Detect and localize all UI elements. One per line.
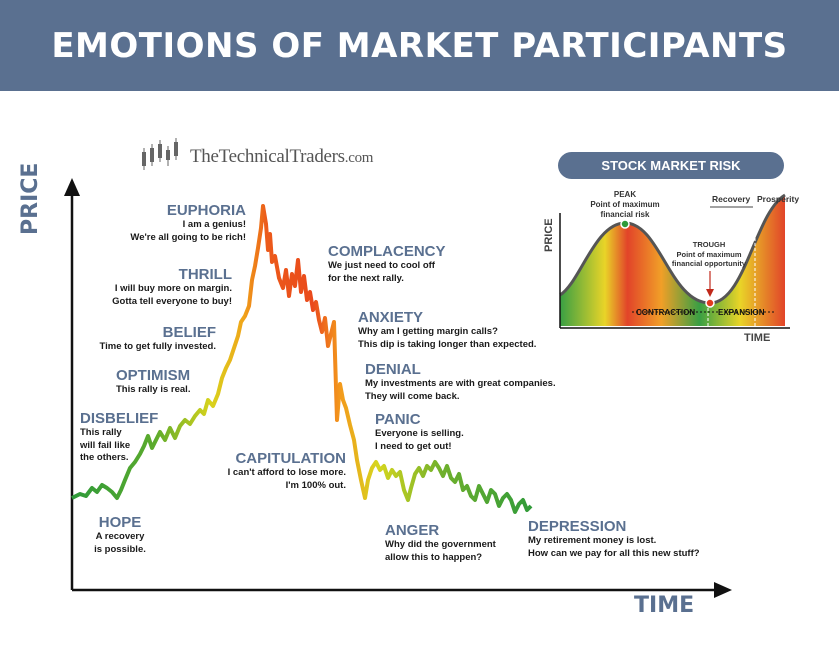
phase-name: DENIAL: [365, 361, 421, 378]
phase-name: HOPE: [98, 514, 142, 531]
title-banner: EMOTIONS OF MARKET PARTICIPANTS: [0, 0, 839, 91]
phase-name: DEPRESSION: [528, 518, 627, 535]
risk-inset-title: STOCK MARKET RISK: [558, 152, 784, 179]
x-axis-label: TIME: [634, 593, 695, 618]
phase-name: DISBELIEF: [80, 410, 159, 427]
phase-desc: I will buy more on margin. Gotta tell ev…: [112, 283, 232, 307]
phase-name: PANIC: [375, 411, 421, 428]
risk-recovery-label: Recovery: [712, 194, 751, 204]
brand-logo-icon: [142, 138, 178, 170]
risk-peak-desc1: Point of maximum: [590, 200, 660, 209]
risk-y-label: PRICE: [543, 218, 555, 252]
phase-desc: A recovery is possible.: [94, 531, 146, 555]
phase-name: ANGER: [385, 522, 440, 539]
phase-name: ANXIETY: [358, 309, 424, 326]
phase-name: EUPHORIA: [166, 202, 246, 219]
risk-trough-desc1: Point of maximum: [676, 249, 742, 259]
y-axis-label: PRICE: [18, 162, 43, 235]
risk-wave-line: [559, 193, 786, 305]
risk-inset-chart: [559, 193, 790, 329]
phase-name: OPTIMISM: [116, 367, 191, 384]
risk-x-label: TIME: [744, 332, 771, 344]
phase-thrill: THRILL I will buy more on margin. Gotta …: [72, 266, 232, 308]
y-axis-arrow: [64, 178, 80, 196]
phase-anxiety: ANXIETY Why am I getting margin calls? T…: [358, 309, 578, 351]
phase-euphoria: EUPHORIA I am a genius! We're all going …: [96, 202, 246, 244]
brand-part2: Technical: [218, 146, 290, 167]
risk-trough-title: TROUGH: [692, 240, 726, 249]
phase-disbelief: DISBELIEF This rally will fail like the …: [80, 410, 200, 465]
risk-trough-arrowhead: [706, 289, 714, 297]
risk-peak-title: PEAK: [613, 190, 637, 199]
risk-peak-label: PEAK Point of maximum financial risk: [580, 190, 670, 220]
phase-name: COMPLACENCY: [328, 243, 446, 260]
risk-expansion-label: EXPANSION: [718, 308, 765, 317]
x-axis-arrow: [714, 582, 732, 598]
phase-denial: DENIAL My investments are with great com…: [365, 361, 585, 403]
phase-capitulation: CAPITULATION I can't afford to lose more…: [196, 450, 346, 492]
phase-desc: Why did the government allow this to hap…: [385, 539, 496, 563]
brand-part3: Traders: [289, 146, 346, 167]
phase-complacency: COMPLACENCY We just need to cool off for…: [328, 243, 498, 285]
phase-name: BELIEF: [162, 324, 216, 341]
phase-belief: BELIEF Time to get fully invested.: [60, 324, 217, 354]
brand-suffix: .com: [344, 150, 374, 166]
phase-desc: This rally is real.: [116, 384, 191, 395]
page-title: EMOTIONS OF MARKET PARTICIPANTS: [51, 25, 788, 66]
phase-anger: ANGER Why did the government allow this …: [385, 522, 525, 564]
phase-name: THRILL: [178, 266, 232, 283]
phase-desc: Everyone is selling. I need to get out!: [375, 428, 464, 452]
phase-hope: HOPE A recovery is possible.: [84, 514, 156, 556]
phase-desc: I can't afford to lose more. I'm 100% ou…: [227, 467, 346, 491]
risk-trough-desc2: financial opportunity: [671, 259, 747, 268]
phase-desc: We just need to cool off for the next ra…: [328, 260, 435, 284]
risk-peak-desc2: financial risk: [600, 210, 650, 219]
phase-desc: My retirement money is lost. How can we …: [528, 535, 700, 559]
risk-contraction-label: CONTRACTION: [636, 308, 696, 317]
risk-trough-dot: [705, 298, 715, 308]
brand-name: TheTechnicalTraders.com: [190, 146, 373, 168]
phase-desc: Time to get fully invested.: [99, 341, 217, 352]
phase-desc: This rally will fail like the others.: [80, 427, 131, 463]
risk-trough-label: TROUGH Point of maximum financial opport…: [664, 240, 754, 269]
risk-peak-dot: [620, 219, 630, 229]
phase-name: CAPITULATION: [235, 450, 346, 467]
phase-desc: Why am I getting margin calls? This dip …: [358, 326, 537, 350]
risk-prosperity-label: Prosperity: [757, 194, 800, 204]
brand-part1: The: [190, 146, 219, 167]
phase-desc: I am a genius! We're all going to be ric…: [130, 219, 246, 243]
phase-panic: PANIC Everyone is selling. I need to get…: [375, 411, 515, 453]
phase-depression: DEPRESSION My retirement money is lost. …: [528, 518, 728, 560]
phase-desc: My investments are with great companies.…: [365, 378, 556, 402]
emotion-price-line: [71, 204, 533, 514]
phase-optimism: OPTIMISM This rally is real.: [116, 367, 236, 397]
